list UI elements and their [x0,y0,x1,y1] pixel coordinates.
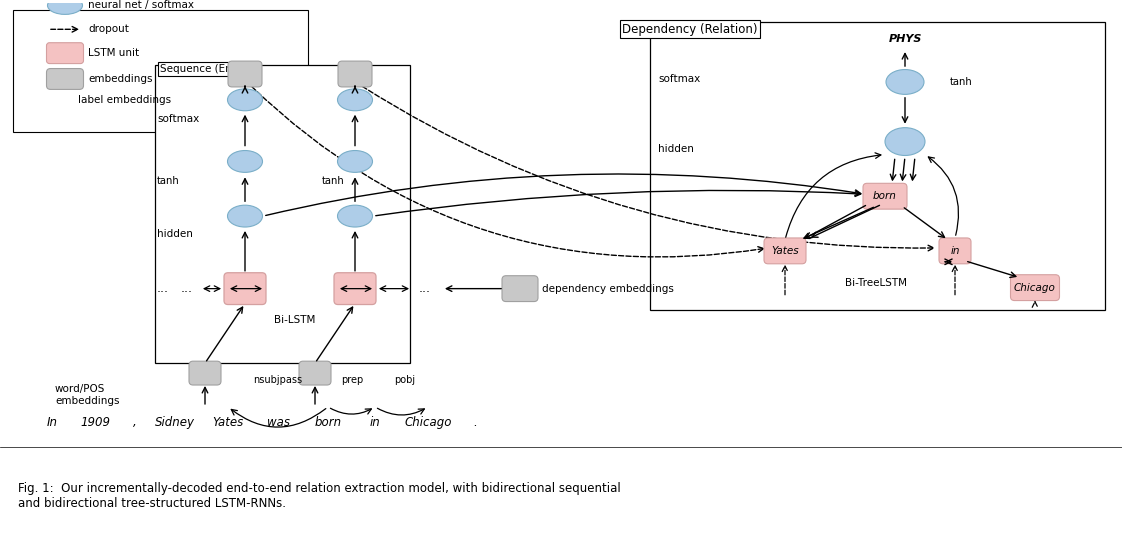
Text: was: was [267,416,289,429]
Text: In: In [46,416,57,429]
Ellipse shape [885,128,925,156]
Text: L-PER: L-PER [341,70,369,80]
Text: dropout: dropout [88,24,129,34]
Text: in: in [369,416,380,429]
FancyBboxPatch shape [155,65,410,363]
Text: prep: prep [341,375,364,385]
Text: nsubjpass: nsubjpass [254,375,303,385]
Ellipse shape [338,89,373,111]
Text: Fig. 1:  Our incrementally-decoded end-to-end relation extraction model, with bi: Fig. 1: Our incrementally-decoded end-to… [18,483,620,510]
FancyBboxPatch shape [939,238,971,264]
FancyBboxPatch shape [298,361,331,385]
Ellipse shape [338,205,373,227]
Text: dependency embeddings: dependency embeddings [542,283,674,294]
FancyBboxPatch shape [863,183,907,209]
Text: ...: ... [157,282,169,295]
Text: label embeddings: label embeddings [79,95,172,105]
Text: 1909: 1909 [80,416,110,429]
Ellipse shape [228,205,263,227]
Ellipse shape [886,70,925,94]
Text: tanh: tanh [950,77,973,87]
Text: Sequence (Entity): Sequence (Entity) [160,64,254,74]
Text: Chicago: Chicago [404,416,452,429]
Text: pobj: pobj [395,375,415,385]
Text: word/POS
embeddings: word/POS embeddings [55,384,120,406]
Text: softmax: softmax [157,114,200,123]
FancyBboxPatch shape [650,22,1105,311]
Ellipse shape [47,0,83,14]
Text: born: born [873,191,896,201]
FancyBboxPatch shape [1011,275,1059,300]
Text: .: . [473,416,477,429]
Text: embeddings: embeddings [88,74,153,84]
Text: ,: , [134,416,137,429]
Text: ...: ... [419,282,431,295]
FancyBboxPatch shape [46,69,83,89]
FancyBboxPatch shape [188,361,221,385]
Text: ...: ... [181,282,193,295]
Text: Yates: Yates [212,416,243,429]
Text: Yates: Yates [771,246,799,256]
Text: PHYS: PHYS [889,34,921,44]
FancyBboxPatch shape [224,273,266,305]
Ellipse shape [338,151,373,172]
Text: Bi-LSTM: Bi-LSTM [274,316,315,325]
Text: LSTM unit: LSTM unit [88,48,139,58]
Text: Dependency (Relation): Dependency (Relation) [623,23,757,36]
Text: born: born [314,416,341,429]
FancyBboxPatch shape [46,43,83,64]
Text: softmax: softmax [657,74,700,84]
Ellipse shape [228,89,263,111]
Text: B-PER: B-PER [230,70,260,80]
Text: tanh: tanh [322,176,344,187]
FancyBboxPatch shape [334,273,376,305]
Ellipse shape [228,151,263,172]
Text: hidden: hidden [657,144,693,153]
FancyBboxPatch shape [764,238,806,264]
FancyBboxPatch shape [502,276,539,301]
Text: Sidney: Sidney [155,416,195,429]
FancyBboxPatch shape [228,61,263,87]
Text: neural net / softmax: neural net / softmax [88,1,194,10]
Text: in: in [950,246,959,256]
Text: hidden: hidden [157,229,193,239]
Text: tanh: tanh [157,176,180,187]
FancyBboxPatch shape [13,10,309,132]
Text: Bi-TreeLSTM: Bi-TreeLSTM [845,277,907,288]
Text: Chicago: Chicago [1014,283,1056,293]
FancyBboxPatch shape [338,61,373,87]
